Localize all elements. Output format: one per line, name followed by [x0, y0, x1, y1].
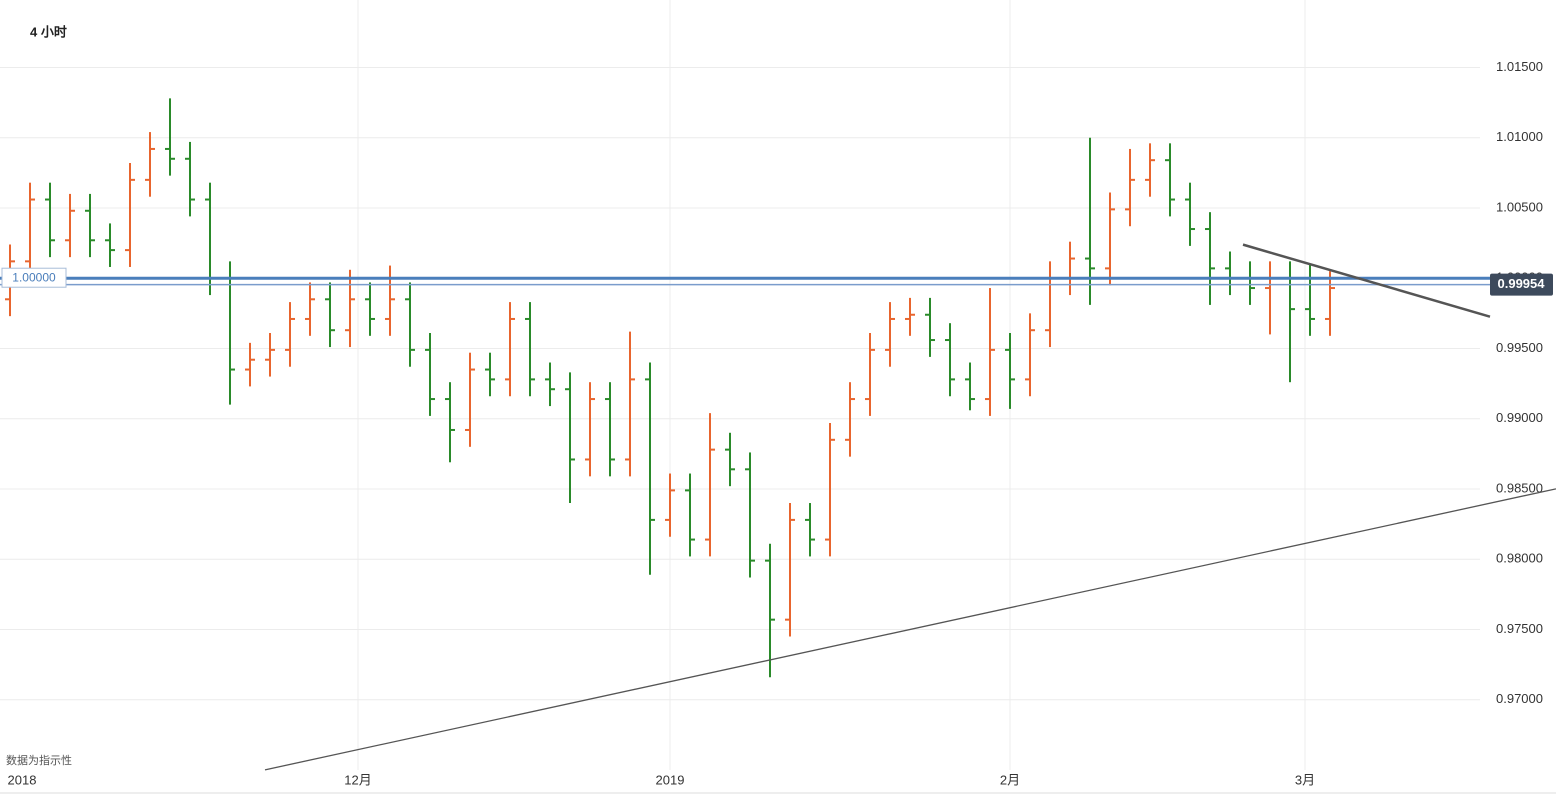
ohlc-bar	[1105, 192, 1115, 286]
ohlc-bar	[1325, 271, 1335, 336]
x-tick-label: 2019	[656, 772, 685, 787]
ohlc-bar	[785, 503, 795, 637]
ohlc-bar	[685, 473, 695, 557]
ohlc-bar	[625, 331, 635, 477]
ohlc-bar	[25, 182, 35, 279]
x-tick-label: 3月	[1295, 772, 1315, 787]
y-tick-label: 0.98500	[1496, 480, 1543, 495]
ohlc-bar	[545, 362, 555, 407]
ohlc-bar	[45, 182, 55, 258]
ohlc-bar	[445, 382, 455, 463]
y-tick-label: 1.01000	[1496, 129, 1543, 144]
current-price-label: 0.99954	[1498, 276, 1546, 291]
x-tick-label: 2月	[1000, 772, 1020, 787]
x-tick-label: 2018	[8, 772, 37, 787]
ohlc-bar	[325, 282, 335, 348]
ohlc-bar	[905, 297, 915, 336]
ohlc-bar	[185, 141, 195, 217]
ohlc-bar	[925, 297, 935, 357]
ohlc-bar	[645, 362, 655, 575]
ohlc-bar	[485, 352, 495, 397]
ohlc-bar	[825, 422, 835, 557]
ohlc-bar	[765, 543, 775, 678]
price-label: 1.00000	[12, 270, 56, 284]
ohlc-bar	[1225, 251, 1235, 296]
ohlc-bar	[1205, 212, 1215, 305]
ohlc-bar	[105, 223, 115, 267]
ohlc-bar	[1005, 333, 1015, 409]
ohlc-bar	[605, 382, 615, 477]
ohlc-bar	[1085, 137, 1095, 305]
ohlc-bar	[985, 288, 995, 416]
ohlc-bar	[865, 333, 875, 416]
ohlc-bar	[1165, 143, 1175, 217]
ohlc-bar	[805, 503, 815, 557]
ohlc-bar	[745, 452, 755, 578]
ohlc-bar	[65, 193, 75, 258]
y-tick-label: 0.97000	[1496, 691, 1543, 706]
ohlc-bar	[465, 352, 475, 447]
ohlc-bar	[1185, 182, 1195, 246]
ohlc-bar	[665, 473, 675, 537]
trendline	[1242, 243, 1491, 318]
chart-title: 4 小时	[30, 24, 67, 39]
y-tick-label: 0.99500	[1496, 340, 1543, 355]
ohlc-bar	[885, 302, 895, 367]
ohlc-bar	[705, 413, 715, 557]
y-tick-label: 0.98000	[1496, 551, 1543, 566]
ohlc-bar	[1125, 148, 1135, 227]
ohlc-bar	[245, 342, 255, 387]
ohlc-bar	[945, 323, 955, 397]
ohlc-bar	[165, 98, 175, 176]
ohlc-bar	[385, 265, 395, 336]
ohlc-bar	[345, 269, 355, 348]
ohlc-bar	[725, 432, 735, 487]
ohlc-bar	[425, 333, 435, 416]
ohlc-bar	[525, 302, 535, 397]
ohlc-bar	[505, 302, 515, 397]
y-tick-label: 1.01500	[1496, 59, 1543, 74]
ohlc-bar	[225, 261, 235, 405]
ohlc-bar	[1245, 261, 1255, 305]
ohlc-bar	[1045, 261, 1055, 348]
trendline	[264, 488, 1556, 771]
x-tick-label: 12月	[344, 772, 371, 787]
ohlc-bar	[285, 302, 295, 367]
note: 数据为指示性	[6, 753, 72, 767]
ohlc-bar	[1025, 313, 1035, 397]
ohlc-bar	[265, 333, 275, 377]
ohlc-bar	[125, 162, 135, 267]
ohlc-bar	[305, 282, 315, 336]
y-tick-label: 0.97500	[1496, 621, 1543, 636]
ohlc-bar	[965, 362, 975, 411]
ohlc-bar	[85, 193, 95, 258]
ohlc-bar	[145, 132, 155, 197]
y-tick-label: 0.99000	[1496, 410, 1543, 425]
ohlc-bar	[1145, 143, 1155, 197]
ohlc-bar	[565, 372, 575, 504]
ohlc-bar	[585, 382, 595, 477]
price-label-box	[1, 267, 67, 288]
ohlc-bar	[1265, 261, 1275, 335]
current-price-box	[1490, 273, 1553, 296]
grid	[0, 0, 1480, 770]
ohlc-bar	[1065, 241, 1075, 296]
ohlc-bar	[405, 282, 415, 367]
ohlc-bar	[365, 282, 375, 336]
ohlc-bar	[1305, 264, 1315, 336]
y-tick-label: 1.00500	[1496, 199, 1543, 214]
ohlc-bar	[845, 382, 855, 457]
